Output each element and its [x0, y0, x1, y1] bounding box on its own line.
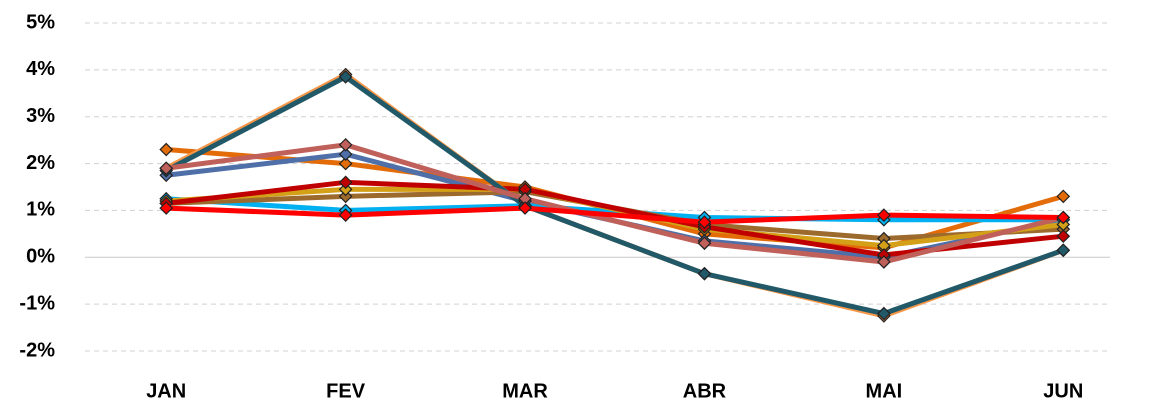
marker — [338, 137, 353, 152]
series-line — [165, 72, 1065, 319]
marker — [697, 236, 712, 251]
y-tick-label: -1% — [19, 292, 55, 314]
marker — [697, 215, 712, 229]
y-tick-label: 4% — [26, 58, 55, 80]
x-tick-label: JUN — [1043, 380, 1083, 402]
marker — [159, 142, 174, 157]
marker — [338, 70, 353, 84]
marker — [877, 255, 891, 269]
x-tick-label: FEV — [326, 380, 366, 402]
x-tick-label: ABR — [683, 380, 727, 402]
x-tick-label: MAI — [866, 380, 903, 402]
marker — [338, 189, 353, 204]
marker — [697, 266, 712, 281]
marker — [1056, 243, 1071, 258]
x-tick-label: MAR — [502, 380, 548, 402]
series-line — [165, 142, 1064, 265]
series-line — [165, 179, 1064, 258]
marker — [877, 306, 891, 321]
marker — [338, 147, 353, 162]
marker — [338, 208, 353, 222]
y-tick-label: -2% — [19, 339, 55, 361]
y-tick-label: 3% — [26, 105, 55, 127]
marker — [877, 208, 891, 222]
marker — [1056, 210, 1071, 225]
y-tick-label: 2% — [26, 152, 55, 174]
y-tick-label: 0% — [26, 246, 55, 268]
marker — [338, 175, 353, 190]
marker — [338, 182, 353, 197]
marker — [1056, 189, 1071, 204]
series-line — [165, 74, 1065, 317]
y-tick-label: 1% — [26, 199, 55, 221]
x-tick-label: JAN — [146, 380, 186, 402]
marker — [1056, 229, 1071, 244]
series-line — [166, 205, 1064, 225]
marker — [518, 201, 532, 215]
marker — [338, 156, 353, 171]
marker — [159, 161, 174, 176]
marker — [159, 201, 174, 215]
y-tick-label: 5% — [26, 11, 55, 33]
